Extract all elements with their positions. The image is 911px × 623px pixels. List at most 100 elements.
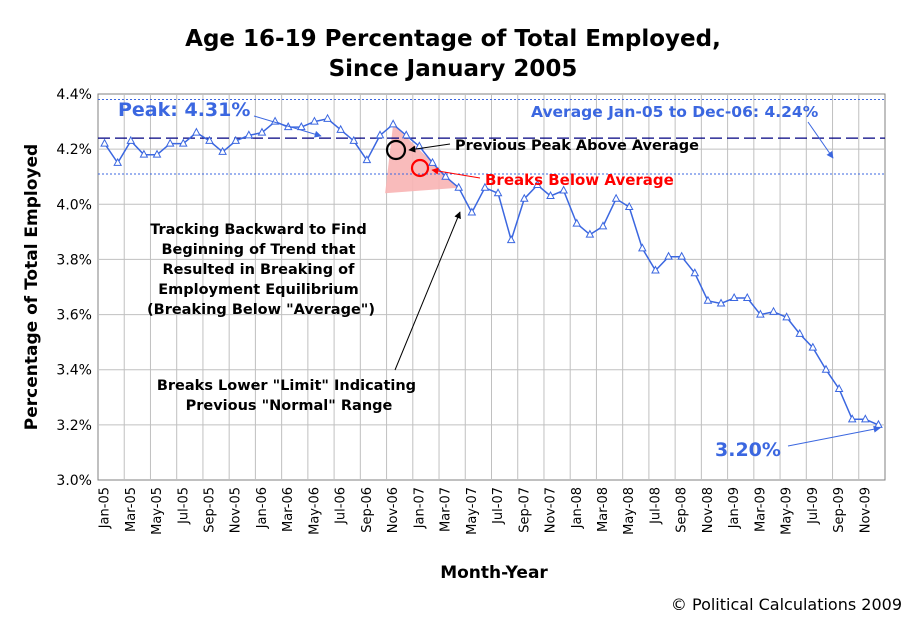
- data-point: [126, 135, 136, 144]
- data-point: [152, 149, 162, 158]
- data-point: [100, 138, 109, 147]
- data-point: [165, 138, 175, 147]
- data-point: [192, 127, 201, 136]
- y-tick-label: 3.0%: [56, 473, 92, 489]
- data-point: [441, 171, 450, 180]
- x-tick-label: Mar-05: [124, 487, 139, 532]
- data-point: [729, 292, 739, 302]
- data-point: [401, 130, 411, 139]
- data-point: [585, 229, 595, 238]
- data-point: [296, 122, 306, 131]
- data-point: [546, 190, 555, 200]
- x-tick-label: Jan-06: [255, 487, 270, 529]
- previous-peak-annotation: Previous Peak Above Average: [455, 138, 699, 154]
- chart-title-line2: Since January 2005: [329, 56, 578, 82]
- x-tick-label: Sep-07: [517, 487, 532, 533]
- x-tick-label: Jan-07: [412, 487, 427, 529]
- copyright-credit: © Political Calculations 2009: [671, 595, 902, 614]
- x-tick-label: Nov-05: [229, 487, 244, 533]
- x-tick-label: Mar-08: [596, 487, 611, 532]
- data-point: [638, 243, 647, 252]
- last-value-arrow: [787, 425, 881, 447]
- data-point: [847, 414, 857, 423]
- x-tick-label: May-09: [780, 487, 795, 535]
- x-tick-label: Sep-09: [832, 487, 847, 533]
- last-value-annotation: 3.20%: [715, 439, 781, 461]
- y-tick-label: 4.0%: [56, 197, 92, 213]
- x-tick-label: Jul-07: [491, 487, 506, 525]
- tracking-line-5: (Breaking Below "Average"): [147, 302, 375, 318]
- average-annotation: Average Jan-05 to Dec-06: 4.24%: [531, 103, 819, 121]
- data-point: [782, 312, 791, 321]
- data-point: [244, 130, 254, 139]
- x-tick-label: Sep-05: [203, 487, 218, 533]
- x-tick-label: Mar-06: [281, 487, 296, 532]
- data-point: [388, 119, 398, 128]
- data-point: [769, 306, 778, 315]
- data-point: [716, 298, 726, 307]
- y-axis-title: Percentage of Total Employed: [22, 144, 42, 430]
- data-point: [559, 185, 568, 194]
- data-point: [323, 113, 332, 122]
- average-arrow: [807, 121, 834, 159]
- data-point: [834, 383, 844, 393]
- data-point: [690, 268, 700, 277]
- tracking-annotation: Tracking Backward to Find Beginning of T…: [147, 222, 375, 318]
- reference-lines: [98, 99, 885, 175]
- breaks-lower-annotation: Breaks Lower "Limit" Indicating Previous…: [157, 378, 421, 414]
- x-tick-label: Mar-09: [753, 487, 768, 532]
- x-tick-label: Mar-07: [439, 487, 454, 532]
- data-point: [677, 251, 687, 260]
- tracking-line-2: Beginning of Trend that: [162, 242, 356, 258]
- x-tick-label: May-06: [307, 487, 322, 535]
- data-point: [651, 265, 660, 274]
- data-point: [218, 146, 227, 155]
- x-tick-label: Sep-06: [360, 487, 375, 533]
- data-point: [205, 135, 214, 144]
- data-point: [349, 135, 359, 144]
- y-tick-label: 3.4%: [56, 363, 92, 379]
- breaks-lower-line-1: Breaks Lower "Limit" Indicating: [157, 378, 416, 394]
- gridlines: [98, 94, 885, 480]
- trend-shade: [385, 124, 459, 194]
- breaks-below-annotation: Breaks Below Average: [485, 171, 674, 189]
- data-point: [336, 124, 345, 133]
- breaks-below-circle: [410, 158, 430, 178]
- y-tick-label: 4.4%: [56, 87, 92, 103]
- data-point: [231, 135, 241, 144]
- x-tick-label: Jul-05: [176, 487, 191, 525]
- data-point: [493, 188, 503, 197]
- data-point: [428, 157, 437, 166]
- y-tick-label: 4.2%: [56, 142, 92, 158]
- data-point: [113, 157, 123, 166]
- data-point: [572, 218, 582, 227]
- tracking-line-4: Employment Equilibrium: [158, 282, 358, 298]
- x-tick-label: May-08: [622, 487, 637, 535]
- data-point: [519, 193, 529, 202]
- data-point: [506, 235, 516, 244]
- breaks-below-arrow: [431, 167, 481, 179]
- tracking-line-3: Resulted in Breaking of: [163, 262, 356, 278]
- x-tick-label: Jan-09: [727, 487, 742, 529]
- y-tick-label: 3.6%: [56, 308, 92, 324]
- tracking-line-1: Tracking Backward to Find: [150, 222, 367, 238]
- data-point: [703, 295, 713, 304]
- data-point: [808, 342, 818, 351]
- x-tick-label: Jan-05: [98, 487, 113, 529]
- x-tick-label: Nov-06: [386, 487, 401, 533]
- data-point: [178, 138, 188, 147]
- data-point: [257, 127, 267, 136]
- data-point: [756, 309, 765, 318]
- x-tick-label: May-05: [150, 487, 165, 535]
- data-point: [624, 201, 634, 211]
- data-point: [454, 182, 464, 191]
- y-tick-label: 3.8%: [56, 252, 92, 268]
- y-tick-labels: 3.0% 3.2% 3.4% 3.6% 3.8% 4.0% 4.2% 4.4%: [56, 87, 92, 489]
- markers-layer: [100, 113, 883, 428]
- x-tick-label: May-07: [465, 487, 480, 535]
- x-tick-labels: Jan-05 Mar-05 May-05 Jul-05 Sep-05 Nov-05 Jan-…: [98, 487, 874, 535]
- y-tick-label: 3.2%: [56, 418, 92, 434]
- x-tick-label: Nov-09: [858, 487, 873, 533]
- x-tick-label: Nov-07: [544, 487, 559, 533]
